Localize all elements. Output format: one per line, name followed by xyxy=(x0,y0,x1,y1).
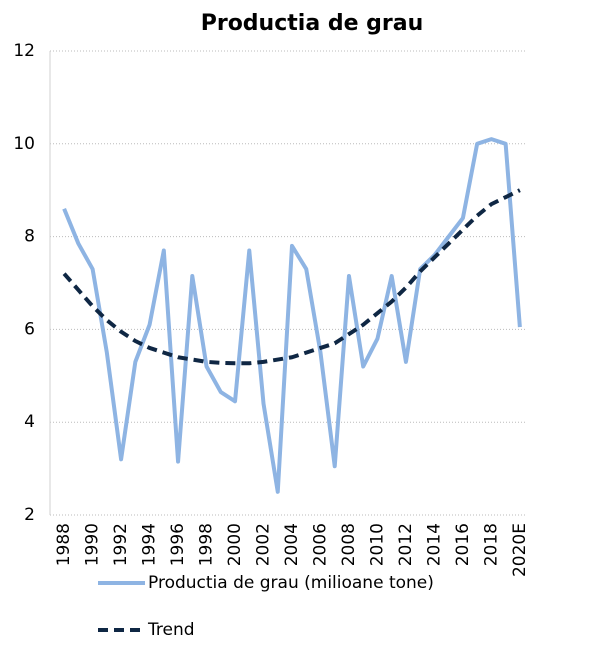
x-tick-label: 2018 xyxy=(481,523,501,566)
x-tick-label: 1990 xyxy=(83,523,103,566)
x-tick-label: 1988 xyxy=(54,523,74,566)
y-tick-label: 2 xyxy=(24,505,35,525)
x-tick-label: 1992 xyxy=(111,523,131,566)
series-line xyxy=(62,188,521,366)
chart-title: Productia de grau xyxy=(201,11,424,36)
x-tick-label: 1998 xyxy=(197,523,217,566)
legend-label: Trend xyxy=(147,620,195,640)
y-tick-label: 10 xyxy=(13,134,35,154)
x-tick-label: 2010 xyxy=(367,523,387,566)
x-tick-label: 1996 xyxy=(168,523,188,566)
x-tick-label: 2020E xyxy=(510,523,530,577)
y-tick-label: 12 xyxy=(13,41,35,61)
x-tick-label: 2008 xyxy=(339,523,359,566)
x-tick-label: 2014 xyxy=(424,523,444,566)
x-tick-label: 2004 xyxy=(282,523,302,566)
x-tick-label: 2006 xyxy=(310,523,330,566)
y-tick-label: 8 xyxy=(24,227,35,247)
x-tick-label: 2016 xyxy=(453,523,473,566)
legend-label: Productia de grau (milioane tone) xyxy=(148,573,434,593)
series-line xyxy=(62,137,522,494)
x-tick-label: 1994 xyxy=(140,523,160,566)
y-tick-label: 6 xyxy=(24,319,35,339)
x-tick-label: 2000 xyxy=(225,523,245,566)
x-tick-label: 2012 xyxy=(396,523,416,566)
x-tick-label: 2002 xyxy=(254,523,274,566)
y-tick-label: 4 xyxy=(24,412,35,432)
